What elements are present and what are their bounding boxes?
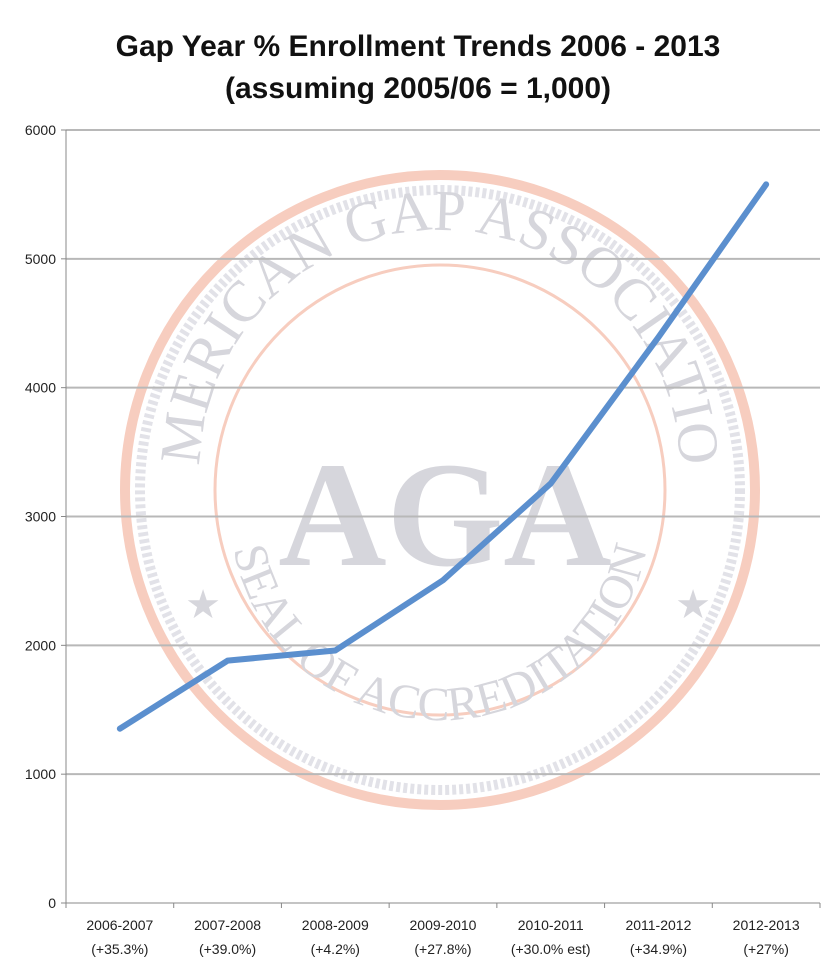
gridlines [66, 129, 820, 776]
data-point [333, 648, 338, 653]
data-point [656, 335, 661, 340]
y-axis-tick-labels: 0 1000 2000 3000 4000 5000 6000 [25, 122, 56, 911]
y-tick-label: 5000 [25, 251, 56, 267]
x-tick-label: 2010-2011 [518, 917, 584, 933]
seal-inner-ring [213, 263, 667, 717]
y-tick-label: 4000 [25, 380, 56, 396]
x-tick-note: (+34.9%) [630, 941, 687, 957]
data-point [225, 658, 230, 663]
data-point [117, 726, 122, 731]
x-tick-label: 2007-2008 [194, 917, 261, 933]
y-tick-label: 2000 [25, 637, 56, 653]
x-tick-label: 2012-2013 [733, 917, 800, 933]
y-tick-label: 6000 [25, 122, 56, 138]
chart-title: Gap Year % Enrollment Trends 2006 - 2013 [115, 30, 721, 63]
x-tick-note: (+30.0% est) [511, 941, 591, 957]
x-tick-label: 2011-2012 [625, 917, 691, 933]
x-axis-tick-labels: 2006-2007 (+35.3%) 2007-2008 (+39.0%) 2008-2… [86, 917, 799, 957]
seal-center-text: AGA [278, 432, 611, 598]
series-layer [116, 181, 770, 732]
seal-rope-ring [135, 185, 745, 795]
x-tick-label: 2008-2009 [302, 917, 369, 933]
x-tick-note: (+35.3%) [91, 941, 148, 957]
seal-outer-ring [120, 170, 760, 810]
y-tick-label: 3000 [25, 509, 56, 525]
x-tick-note: (+4.2%) [311, 941, 360, 957]
x-tick-label: 2006-2007 [86, 917, 153, 933]
data-point [441, 578, 445, 583]
x-tick-note: (+27%) [743, 941, 789, 957]
seal-star-right-icon: ★ [675, 582, 711, 627]
chart-title-block: Gap Year % Enrollment Trends 2006 - 2013… [0, 26, 836, 110]
data-point [548, 481, 553, 486]
seal-star-left-icon: ★ [185, 582, 221, 627]
y-tick-label: 1000 [25, 766, 56, 782]
chart-subtitle: (assuming 2005/06 = 1,000) [224, 72, 612, 105]
x-tick-label: 2009-2010 [410, 917, 477, 933]
y-tick-label: 0 [48, 895, 56, 911]
data-point [764, 182, 769, 187]
watermark-seal: AMERICAN GAP ASSOCIATION SEAL OF ACCREDI… [0, 0, 760, 810]
x-tick-note: (+39.0%) [199, 941, 256, 957]
axes [61, 129, 821, 908]
x-tick-note: (+27.8%) [414, 941, 471, 957]
